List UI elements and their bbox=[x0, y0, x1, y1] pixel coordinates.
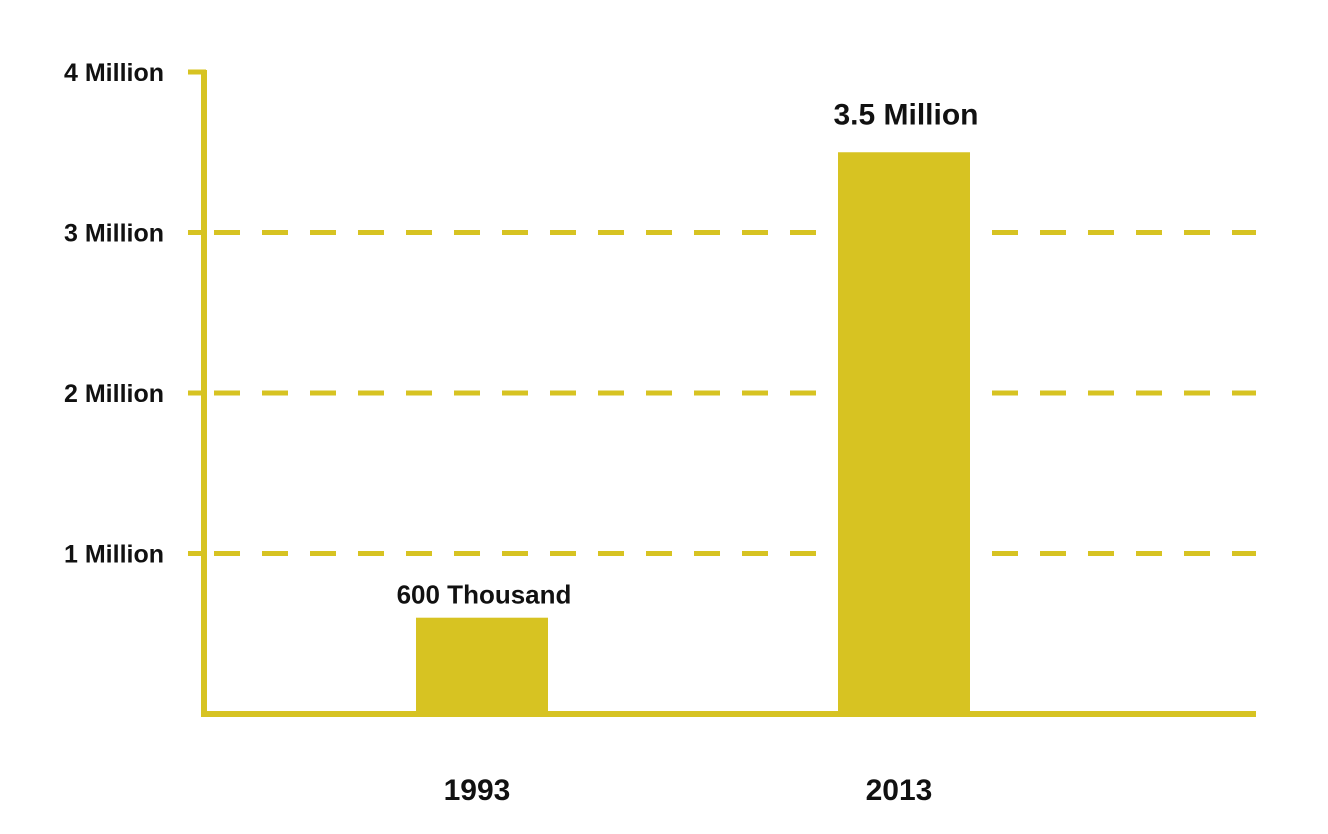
gridlines bbox=[188, 69, 1256, 556]
data-label: 3.5 Million bbox=[833, 98, 978, 131]
y-tick-label: 4 Million bbox=[64, 59, 164, 87]
x-category-label: 2013 bbox=[866, 774, 933, 807]
y-tick-label: 3 Million bbox=[64, 220, 164, 248]
axes bbox=[201, 70, 1256, 717]
data-label: 600 Thousand bbox=[397, 580, 572, 610]
bar-2013 bbox=[838, 152, 970, 714]
bar-1993 bbox=[416, 617, 548, 714]
labels: 1 Million 2 Million 3 Million 4 Million 600 … bbox=[64, 59, 979, 807]
y-tick-label: 1 Million bbox=[64, 541, 164, 569]
bars bbox=[416, 152, 970, 714]
x-category-label: 1993 bbox=[444, 774, 511, 807]
y-tick-label: 2 Million bbox=[64, 380, 164, 408]
